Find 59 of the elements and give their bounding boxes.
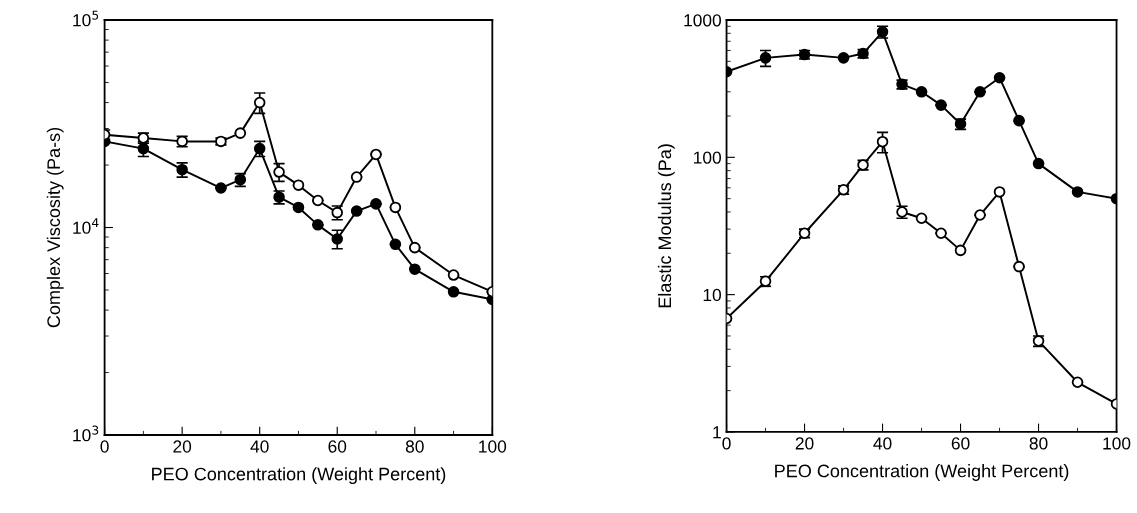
- x-tick-label: 20: [173, 440, 192, 453]
- point: [759, 52, 772, 64]
- x-tick-label: 60: [951, 437, 970, 450]
- point: [331, 233, 344, 245]
- point: [876, 135, 889, 148]
- point: [935, 99, 947, 111]
- point: [370, 198, 382, 210]
- x-axis-title: PEO Concentration (Weight Percent): [152, 467, 446, 485]
- point: [447, 269, 460, 281]
- x-tick-label: 0: [100, 440, 109, 453]
- y-tick-label: 10$^{5}$: [73, 10, 99, 27]
- point: [993, 186, 1006, 198]
- point: [312, 219, 324, 231]
- point: [954, 244, 967, 257]
- point: [935, 227, 947, 239]
- point: [409, 263, 421, 275]
- point: [312, 194, 324, 207]
- point: [370, 148, 382, 161]
- point: [389, 201, 402, 214]
- y-tick-label: 10$^{3}$: [73, 425, 99, 442]
- point: [234, 127, 247, 139]
- x-tick-label: 80: [405, 440, 424, 453]
- point: [350, 205, 363, 217]
- point: [409, 241, 421, 254]
- point: [837, 52, 850, 64]
- point: [350, 171, 363, 183]
- point: [993, 71, 1006, 84]
- point: [253, 96, 266, 109]
- x-tick-label: 100: [1103, 437, 1131, 450]
- point: [974, 86, 986, 98]
- x-tick-label: 60: [328, 440, 347, 453]
- point: [215, 182, 227, 194]
- point: [1071, 186, 1084, 198]
- y-tick-label: 1: [713, 426, 721, 439]
- point: [915, 212, 928, 225]
- y-tick-label: 10: [703, 288, 721, 302]
- point: [1013, 260, 1025, 273]
- y-tick-label: 10$^{4}$: [73, 218, 99, 234]
- point: [1013, 114, 1025, 127]
- x-tick-label: 40: [873, 437, 892, 450]
- x-tick-label: 40: [250, 440, 269, 453]
- point: [915, 86, 928, 98]
- y-tick-label: 1000: [684, 14, 722, 27]
- y-axis-title: Elastic Modulus (Pa): [657, 144, 675, 308]
- point: [389, 238, 402, 251]
- x-tick-label: 0: [722, 437, 731, 450]
- x-tick-label: 100: [479, 440, 507, 453]
- point: [292, 179, 305, 191]
- point: [273, 166, 285, 178]
- y-tick-label: 100: [694, 151, 722, 164]
- x-axis-title: PEO Concentration (Weight Percent): [775, 464, 1069, 481]
- x-tick-label: 80: [1029, 437, 1048, 450]
- point: [974, 209, 986, 221]
- x-tick-label: 20: [795, 437, 814, 450]
- y-axis-title: Complex Viscosity (Pa-s): [46, 127, 64, 328]
- point: [447, 286, 460, 298]
- point: [1032, 157, 1045, 170]
- point: [292, 201, 305, 214]
- point: [1071, 376, 1084, 389]
